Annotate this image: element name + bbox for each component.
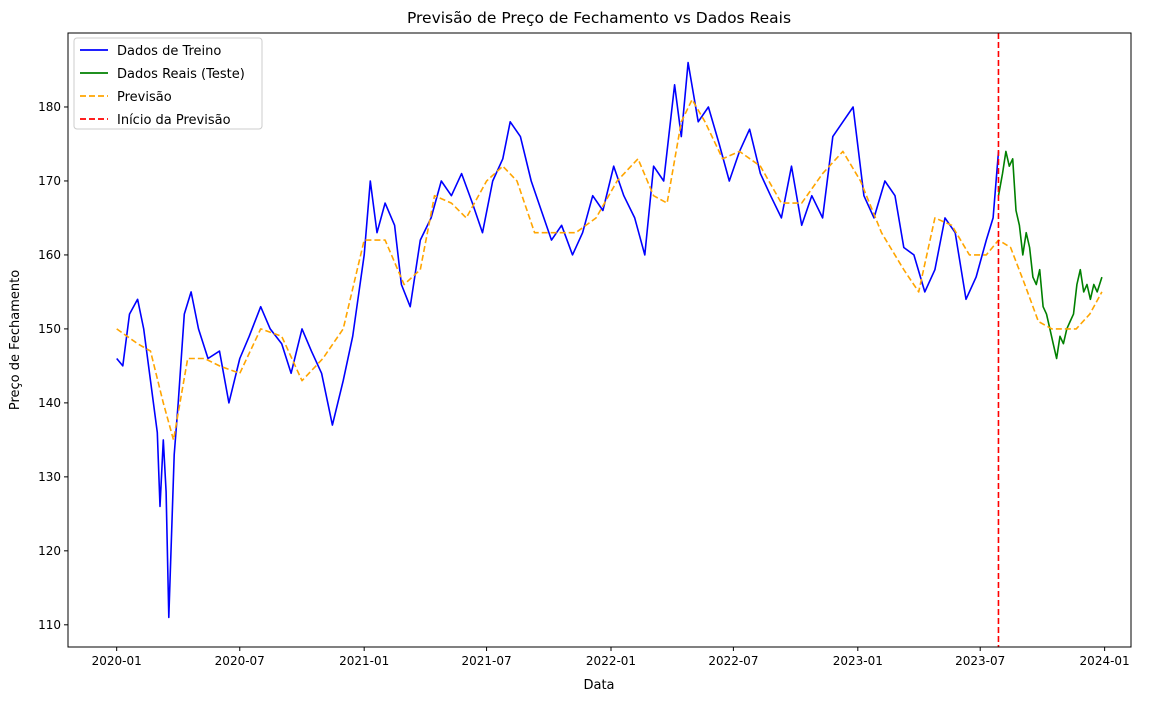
y-tick-label-4: 150	[38, 322, 61, 336]
x-axis-label: Data	[583, 678, 614, 693]
x-axis: 2020-01 2020-07 2021-01 2021-07 2022-01 2022-…	[92, 647, 1130, 668]
x-tick-label-8: 2024-01	[1080, 654, 1130, 668]
y-tick-label-3: 140	[38, 396, 61, 410]
x-tick-label-3: 2021-07	[462, 654, 512, 668]
series-line-1	[997, 150, 1103, 360]
x-tick-label-4: 2022-01	[586, 654, 636, 668]
series-line-2	[116, 98, 1103, 441]
series-layer	[116, 33, 1103, 647]
x-tick-label-2: 2021-01	[339, 654, 389, 668]
y-tick-label-6: 170	[38, 174, 61, 188]
legend-label-2: Previsão	[117, 90, 172, 105]
x-tick-label-5: 2022-07	[708, 654, 758, 668]
x-tick-label-7: 2023-07	[955, 654, 1005, 668]
chart-title: Previsão de Preço de Fechamento vs Dados…	[407, 9, 791, 27]
x-tick-label-6: 2023-01	[833, 654, 883, 668]
series-line-0	[116, 61, 1000, 619]
y-tick-label-2: 130	[38, 470, 61, 484]
y-axis: 110 120 130 140 150 160 170 180	[38, 100, 68, 632]
y-tick-label-7: 180	[38, 100, 61, 114]
legend-box	[73, 37, 263, 130]
legend-label-3: Início da Previsão	[117, 113, 231, 128]
y-tick-label-5: 160	[38, 248, 61, 262]
legend-label-0: Dados de Treino	[117, 44, 221, 59]
legend: Dados de Treino Dados Reais (Teste) Previs…	[73, 37, 263, 130]
y-tick-label-1: 120	[38, 544, 61, 558]
x-tick-label-0: 2020-01	[92, 654, 142, 668]
plot-frame	[67, 32, 1132, 648]
legend-label-1: Dados Reais (Teste)	[117, 67, 245, 82]
y-tick-label-0: 110	[38, 618, 61, 632]
x-tick-label-1: 2020-07	[215, 654, 265, 668]
y-axis-label: Preço de Fechamento	[8, 270, 23, 410]
